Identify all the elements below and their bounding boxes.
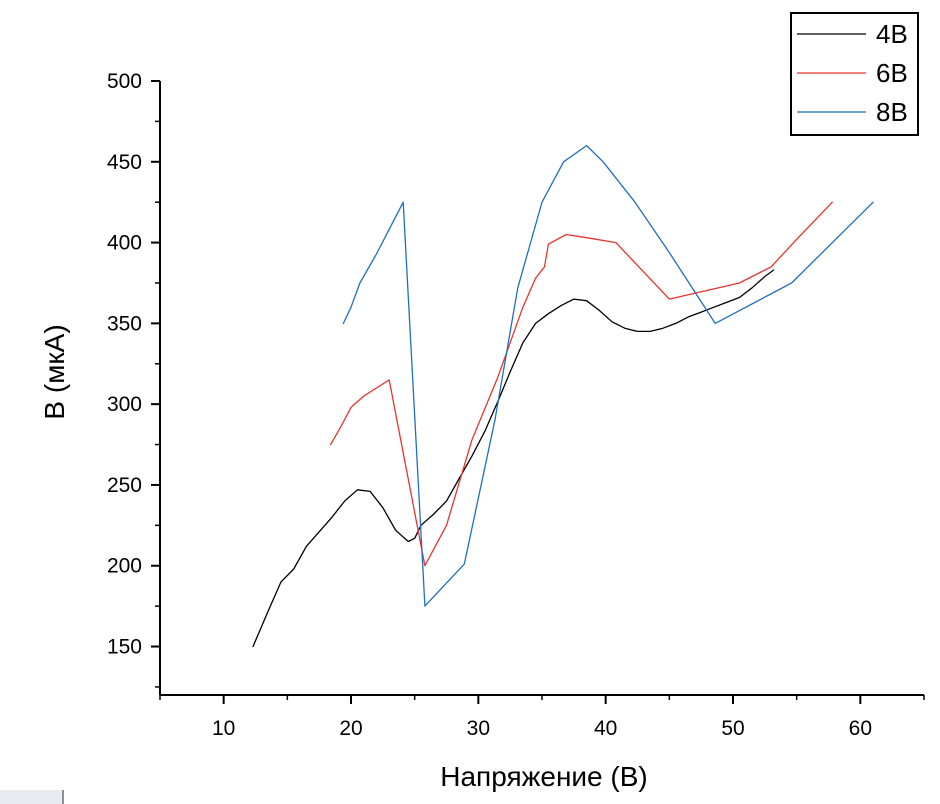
y-tick-label: 250 xyxy=(107,474,142,497)
axes: 150 200 250 300 350 400 450 500 10 20 30 40 50 60 xyxy=(107,70,925,740)
legend-box xyxy=(790,12,919,136)
plot-area xyxy=(252,144,874,648)
y-tick-label: 350 xyxy=(107,312,142,335)
y-axis-title: В (мкА) xyxy=(39,324,70,419)
x-tick-label: 10 xyxy=(212,717,235,740)
y-tick-label: 150 xyxy=(107,636,142,659)
window-corner-tab xyxy=(0,790,64,804)
x-axis-ticks: 10 20 30 40 50 60 xyxy=(159,695,925,740)
legend-label-2: 6В xyxy=(876,58,908,88)
y-axis-ticks: 150 200 250 300 350 400 450 500 xyxy=(107,70,160,688)
x-axis-title: Напряжение (В) xyxy=(440,761,647,792)
x-tick-label: 60 xyxy=(849,717,872,740)
legend-items: 4В 6В 8В xyxy=(797,19,908,127)
y-tick-label: 200 xyxy=(107,555,142,578)
series-line-3 xyxy=(342,144,874,607)
y-tick-label: 300 xyxy=(107,393,142,416)
x-tick-label: 30 xyxy=(467,717,490,740)
legend-label-1: 4В xyxy=(876,19,908,49)
series-line-2 xyxy=(329,201,833,567)
y-tick-label: 500 xyxy=(107,70,142,93)
legend-label-3: 8В xyxy=(876,97,908,127)
y-tick-label: 400 xyxy=(107,232,142,255)
legend: 4В 6В 8В xyxy=(790,12,919,136)
x-tick-label: 40 xyxy=(594,717,617,740)
y-tick-label: 450 xyxy=(107,151,142,174)
x-tick-label: 50 xyxy=(721,717,744,740)
series-line-1 xyxy=(252,269,775,648)
x-tick-label: 20 xyxy=(339,717,362,740)
